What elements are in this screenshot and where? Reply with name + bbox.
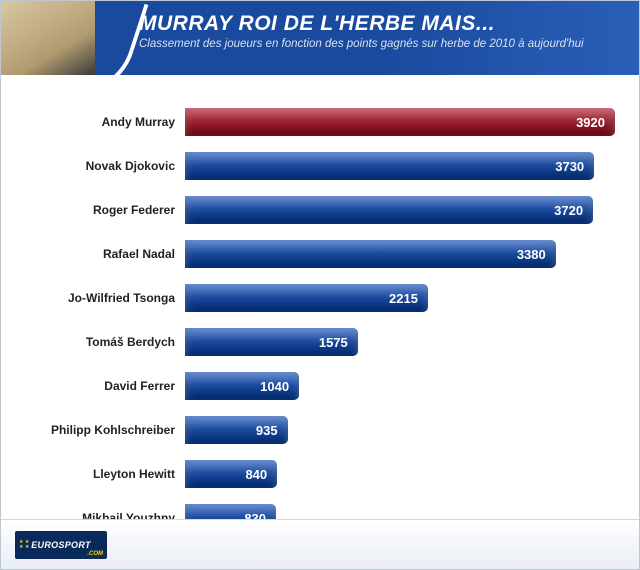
bar: 3920 xyxy=(185,108,615,136)
player-label: Roger Federer xyxy=(25,203,185,217)
bar-value: 1040 xyxy=(260,379,289,394)
player-photo xyxy=(1,1,95,75)
bar-track: 2215 xyxy=(185,284,615,312)
player-label: Lleyton Hewitt xyxy=(25,467,185,481)
bar: 3730 xyxy=(185,152,594,180)
header: MURRAY ROI DE L'HERBE MAIS... Classement… xyxy=(1,1,639,75)
chart-row: David Ferrer 1040 xyxy=(25,367,615,405)
bar-track: 3720 xyxy=(185,196,615,224)
player-label: Jo-Wilfried Tsonga xyxy=(25,291,185,305)
bar: 935 xyxy=(185,416,288,444)
bar: 1040 xyxy=(185,372,299,400)
player-label: Rafael Nadal xyxy=(25,247,185,261)
bar-track: 3920 xyxy=(185,108,615,136)
chart-row: Philipp Kohlschreiber 935 xyxy=(25,411,615,449)
footer: ★ ★★ ★ EUROSPORT .COM xyxy=(1,519,639,569)
player-label: Philipp Kohlschreiber xyxy=(25,423,185,437)
chart-row: Andy Murray 3920 xyxy=(25,103,615,141)
player-label: Tomáš Berdych xyxy=(25,335,185,349)
bar-track: 1040 xyxy=(185,372,615,400)
bar: 3720 xyxy=(185,196,593,224)
bar-value: 1575 xyxy=(319,335,348,350)
bar-value: 3720 xyxy=(554,203,583,218)
bar: 2215 xyxy=(185,284,428,312)
bar-track: 1575 xyxy=(185,328,615,356)
bar-value: 935 xyxy=(256,423,278,438)
player-label: Novak Djokovic xyxy=(25,159,185,173)
eurosport-logo: ★ ★★ ★ EUROSPORT .COM xyxy=(15,531,107,559)
chart-row: Lleyton Hewitt 840 xyxy=(25,455,615,493)
bar-chart: Andy Murray 3920 Novak Djokovic 3730 Roger F… xyxy=(1,75,639,553)
player-label: Andy Murray xyxy=(25,115,185,129)
bar-track: 3380 xyxy=(185,240,615,268)
player-label: David Ferrer xyxy=(25,379,185,393)
infographic-frame: MURRAY ROI DE L'HERBE MAIS... Classement… xyxy=(0,0,640,570)
logo-text: EUROSPORT xyxy=(31,540,91,550)
chart-row: Novak Djokovic 3730 xyxy=(25,147,615,185)
chart-subtitle: Classement des joueurs en fonction des p… xyxy=(139,38,584,50)
bar-value: 3380 xyxy=(517,247,546,262)
chart-title: MURRAY ROI DE L'HERBE MAIS... xyxy=(139,12,584,36)
bar-track: 935 xyxy=(185,416,615,444)
bar: 1575 xyxy=(185,328,358,356)
chart-row: Jo-Wilfried Tsonga 2215 xyxy=(25,279,615,317)
logo-stars-icon: ★ ★★ ★ xyxy=(19,540,35,550)
bar-value: 3730 xyxy=(555,159,584,174)
chart-row: Tomáš Berdych 1575 xyxy=(25,323,615,361)
bar: 3380 xyxy=(185,240,556,268)
bar-track: 840 xyxy=(185,460,615,488)
bar-track: 3730 xyxy=(185,152,615,180)
bar-value: 2215 xyxy=(389,291,418,306)
bar-value: 3920 xyxy=(576,115,605,130)
chart-row: Roger Federer 3720 xyxy=(25,191,615,229)
chart-row: Rafael Nadal 3380 xyxy=(25,235,615,273)
bar-value: 840 xyxy=(245,467,267,482)
header-text-block: MURRAY ROI DE L'HERBE MAIS... Classement… xyxy=(95,1,600,75)
bar: 840 xyxy=(185,460,277,488)
logo-subtext: .COM xyxy=(87,551,103,557)
